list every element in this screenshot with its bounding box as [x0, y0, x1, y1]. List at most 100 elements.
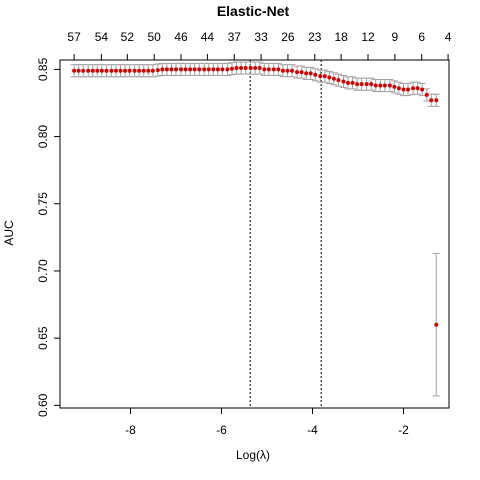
- data-point: [262, 67, 267, 72]
- data-point: [95, 68, 100, 73]
- y-axis-label: AUC: [2, 220, 16, 246]
- data-point: [239, 66, 244, 71]
- data-point: [202, 67, 207, 72]
- reference-lines: [249, 60, 322, 408]
- x-tick-label: -4: [307, 423, 318, 437]
- data-point: [318, 74, 323, 79]
- data-point: [290, 68, 295, 73]
- data-point: [396, 86, 401, 91]
- data-point: [179, 67, 184, 72]
- data-point: [424, 92, 429, 97]
- top-tick-label: 57: [67, 30, 81, 44]
- top-tick-label: 18: [334, 30, 348, 44]
- data-point: [99, 68, 104, 73]
- top-tick-label: 54: [95, 30, 109, 44]
- data-point: [327, 75, 332, 80]
- data-point: [336, 78, 341, 83]
- data-point: [359, 82, 364, 87]
- data-point: [220, 67, 225, 72]
- x-tick-label: -2: [398, 423, 409, 437]
- data-points: [72, 66, 439, 327]
- y-tick-label: 0.70: [36, 259, 50, 283]
- x-axis: -8 -6 -4 -2: [125, 407, 409, 437]
- data-point: [160, 67, 165, 72]
- data-point: [434, 98, 439, 103]
- data-point: [266, 67, 271, 72]
- top-tick-label: 26: [281, 30, 295, 44]
- data-point: [72, 68, 77, 73]
- top-tick-label: 12: [361, 30, 375, 44]
- data-point: [137, 68, 142, 73]
- top-tick-label: 44: [201, 30, 215, 44]
- data-point: [271, 67, 276, 72]
- data-point: [415, 86, 420, 91]
- data-point: [113, 68, 118, 73]
- data-point: [248, 66, 253, 71]
- data-point: [341, 79, 346, 84]
- data-point: [211, 67, 216, 72]
- data-point: [378, 83, 383, 88]
- y-tick-label: 0.65: [36, 326, 50, 350]
- data-point: [90, 68, 95, 73]
- data-point: [150, 68, 155, 73]
- data-point: [373, 83, 378, 88]
- data-point: [280, 68, 285, 73]
- data-point: [243, 66, 248, 71]
- data-point: [257, 66, 262, 71]
- top-tick-label: 46: [174, 30, 188, 44]
- chart-title: Elastic-Net: [217, 3, 290, 19]
- data-point: [322, 74, 327, 79]
- data-point: [276, 67, 281, 72]
- data-point: [308, 71, 313, 76]
- data-point: [387, 83, 392, 88]
- data-point: [299, 70, 304, 75]
- data-point: [109, 68, 114, 73]
- data-point: [188, 67, 193, 72]
- data-point: [234, 66, 239, 71]
- data-point: [127, 68, 132, 73]
- x-axis-label: Log(λ): [236, 448, 270, 462]
- top-tick-label: 52: [121, 30, 135, 44]
- data-point: [155, 68, 160, 73]
- data-point: [285, 68, 290, 73]
- top-tick-label: 4: [445, 30, 452, 44]
- data-point: [295, 70, 300, 75]
- data-point: [364, 82, 369, 87]
- data-point: [183, 67, 188, 72]
- data-point: [331, 76, 336, 81]
- data-point: [164, 67, 169, 72]
- x-tick-label: -8: [125, 423, 136, 437]
- data-point: [313, 72, 318, 77]
- top-tick-label: 37: [228, 30, 242, 44]
- data-point: [369, 82, 374, 87]
- data-point: [132, 68, 137, 73]
- top-tick-label: 9: [392, 30, 399, 44]
- data-point: [215, 67, 220, 72]
- top-tick-label: 6: [418, 30, 425, 44]
- top-axis: 57 54 52 50 46 44 37 33 26 23 18 12 9 6 4: [67, 30, 452, 60]
- data-point: [81, 68, 86, 73]
- data-point: [225, 67, 230, 72]
- data-point: [345, 80, 350, 85]
- data-point: [104, 68, 109, 73]
- data-point: [123, 68, 128, 73]
- data-point: [401, 87, 406, 92]
- data-point: [304, 71, 309, 76]
- y-axis: 0.60 0.65 0.70 0.75 0.80 0.85: [36, 57, 61, 417]
- data-point: [229, 66, 234, 71]
- data-point: [169, 67, 174, 72]
- data-point: [429, 98, 434, 103]
- y-tick-label: 0.80: [36, 125, 50, 149]
- data-point: [206, 67, 211, 72]
- data-point: [406, 87, 411, 92]
- data-point: [86, 68, 91, 73]
- top-tick-label: 33: [254, 30, 268, 44]
- data-point: [420, 87, 425, 92]
- y-tick-label: 0.85: [36, 57, 50, 81]
- data-point: [76, 68, 81, 73]
- y-tick-label: 0.60: [36, 393, 50, 417]
- top-tick-label: 23: [308, 30, 322, 44]
